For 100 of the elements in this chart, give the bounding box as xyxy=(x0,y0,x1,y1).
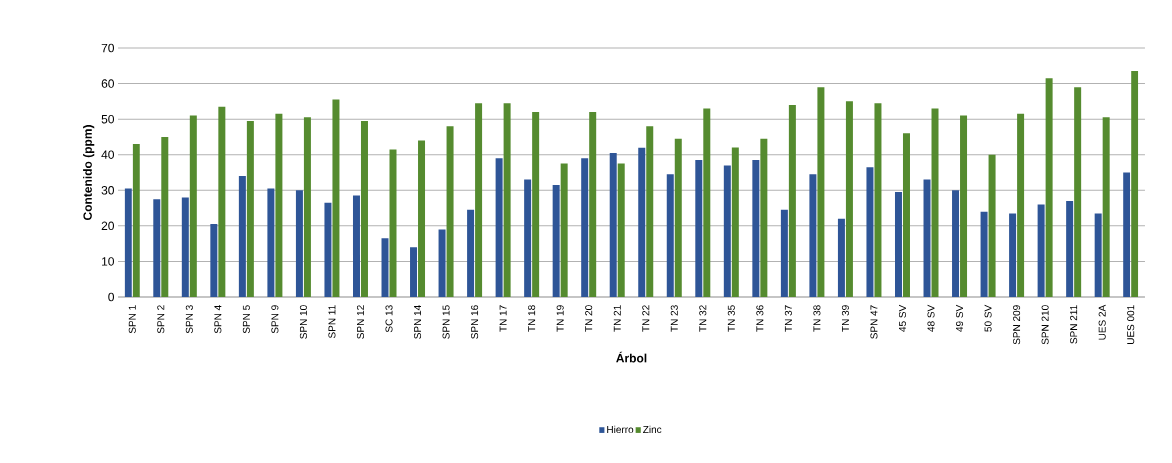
legend-label: Hierro xyxy=(607,425,634,434)
y-tick-label: 70 xyxy=(101,43,114,53)
x-tick-label: SPN 10 xyxy=(299,305,307,339)
bar xyxy=(267,188,275,297)
bar xyxy=(931,108,939,297)
x-tick-label: TN 36 xyxy=(756,305,764,332)
bar xyxy=(780,209,788,297)
x-tick-label: TN 19 xyxy=(556,305,564,332)
x-tick-label: SPN 47 xyxy=(870,305,878,339)
bar xyxy=(218,106,226,297)
bar xyxy=(731,147,739,297)
bar xyxy=(980,211,988,297)
bar xyxy=(324,202,332,297)
bar xyxy=(552,184,560,297)
y-tick-label: 0 xyxy=(108,292,114,302)
bar xyxy=(381,238,389,297)
x-tick-label: SPN 209 xyxy=(1013,305,1021,345)
x-tick-label: SPN 1 xyxy=(128,305,136,334)
x-tick-label: SPN 16 xyxy=(471,305,479,339)
bar xyxy=(1131,71,1139,297)
bar xyxy=(666,174,674,297)
bar xyxy=(1094,213,1102,297)
bar xyxy=(560,163,568,297)
bar xyxy=(845,101,853,297)
x-tick-label: TN 35 xyxy=(727,305,735,332)
bar xyxy=(532,112,540,297)
x-tick-label: SPN 14 xyxy=(414,305,422,339)
bar xyxy=(902,133,910,297)
bar xyxy=(524,179,532,297)
x-tick-label: TN 37 xyxy=(784,305,792,332)
x-tick-label: 48 SV xyxy=(927,304,935,332)
bar xyxy=(960,115,968,297)
x-tick-label: SPN 2 xyxy=(157,305,165,334)
bar xyxy=(752,160,760,297)
bar xyxy=(161,136,169,297)
bar xyxy=(181,197,189,297)
bar xyxy=(837,218,845,297)
bar xyxy=(332,99,340,297)
x-tick-label: TN 21 xyxy=(613,305,621,332)
bar xyxy=(1102,117,1110,297)
bar xyxy=(303,117,311,297)
x-tick-label: SC 13 xyxy=(385,305,393,333)
bar xyxy=(1074,87,1082,297)
x-tick-label: SPN 11 xyxy=(328,305,336,339)
bar xyxy=(988,154,996,297)
bar xyxy=(617,163,625,297)
bar xyxy=(809,174,817,297)
y-tick-label: 10 xyxy=(102,257,114,266)
bar xyxy=(352,195,360,297)
bar xyxy=(410,247,418,297)
bar xyxy=(210,224,218,297)
bar xyxy=(1037,204,1045,297)
x-tick-label: TN 32 xyxy=(699,305,707,332)
bar xyxy=(952,190,960,297)
y-axis-title: Contenido (ppm) xyxy=(83,125,95,220)
bar xyxy=(503,103,511,297)
bar xyxy=(866,167,874,297)
bar xyxy=(1009,213,1017,297)
bar xyxy=(446,126,454,297)
bar xyxy=(874,103,882,297)
bar xyxy=(1066,200,1074,297)
x-tick-label: 45 SV xyxy=(898,304,907,332)
bar xyxy=(1045,78,1053,297)
y-tick-label: 60 xyxy=(101,79,114,88)
y-tick-label: 40 xyxy=(101,150,114,159)
x-tick-label: SPN 9 xyxy=(271,305,279,334)
y-tick-label: 20 xyxy=(101,221,114,231)
bar xyxy=(703,108,711,297)
x-tick-label: SPN 5 xyxy=(242,305,250,334)
bar xyxy=(589,112,597,297)
bar xyxy=(674,138,682,297)
bar xyxy=(638,147,646,297)
x-tick-label: SPN 211 xyxy=(1070,305,1078,344)
bar xyxy=(189,115,197,297)
bar xyxy=(646,126,654,297)
bar xyxy=(153,199,161,297)
y-tick-label: 30 xyxy=(101,186,114,195)
bar xyxy=(467,209,475,297)
x-tick-label: SPN 15 xyxy=(442,305,450,339)
x-tick-label: UES 001 xyxy=(1127,305,1135,345)
x-tick-label: TN 22 xyxy=(642,305,650,332)
x-tick-label: TN 17 xyxy=(499,305,507,332)
bar xyxy=(581,158,589,297)
bar xyxy=(132,144,140,297)
bar xyxy=(360,120,368,297)
bar xyxy=(817,87,825,297)
bar xyxy=(418,140,426,297)
x-axis-title: Árbol xyxy=(616,351,647,363)
bar xyxy=(609,152,617,297)
bar xyxy=(246,120,254,297)
x-tick-label: TN 39 xyxy=(841,305,849,332)
bar xyxy=(495,158,503,297)
bar xyxy=(238,176,246,297)
x-tick-label: TN 18 xyxy=(528,305,536,332)
x-tick-label: TN 23 xyxy=(670,305,678,332)
x-tick-label: 50 SV xyxy=(984,304,992,332)
bar xyxy=(1123,172,1131,297)
bar xyxy=(389,149,397,297)
x-tick-label: TN 38 xyxy=(813,305,821,332)
bar xyxy=(788,104,796,297)
